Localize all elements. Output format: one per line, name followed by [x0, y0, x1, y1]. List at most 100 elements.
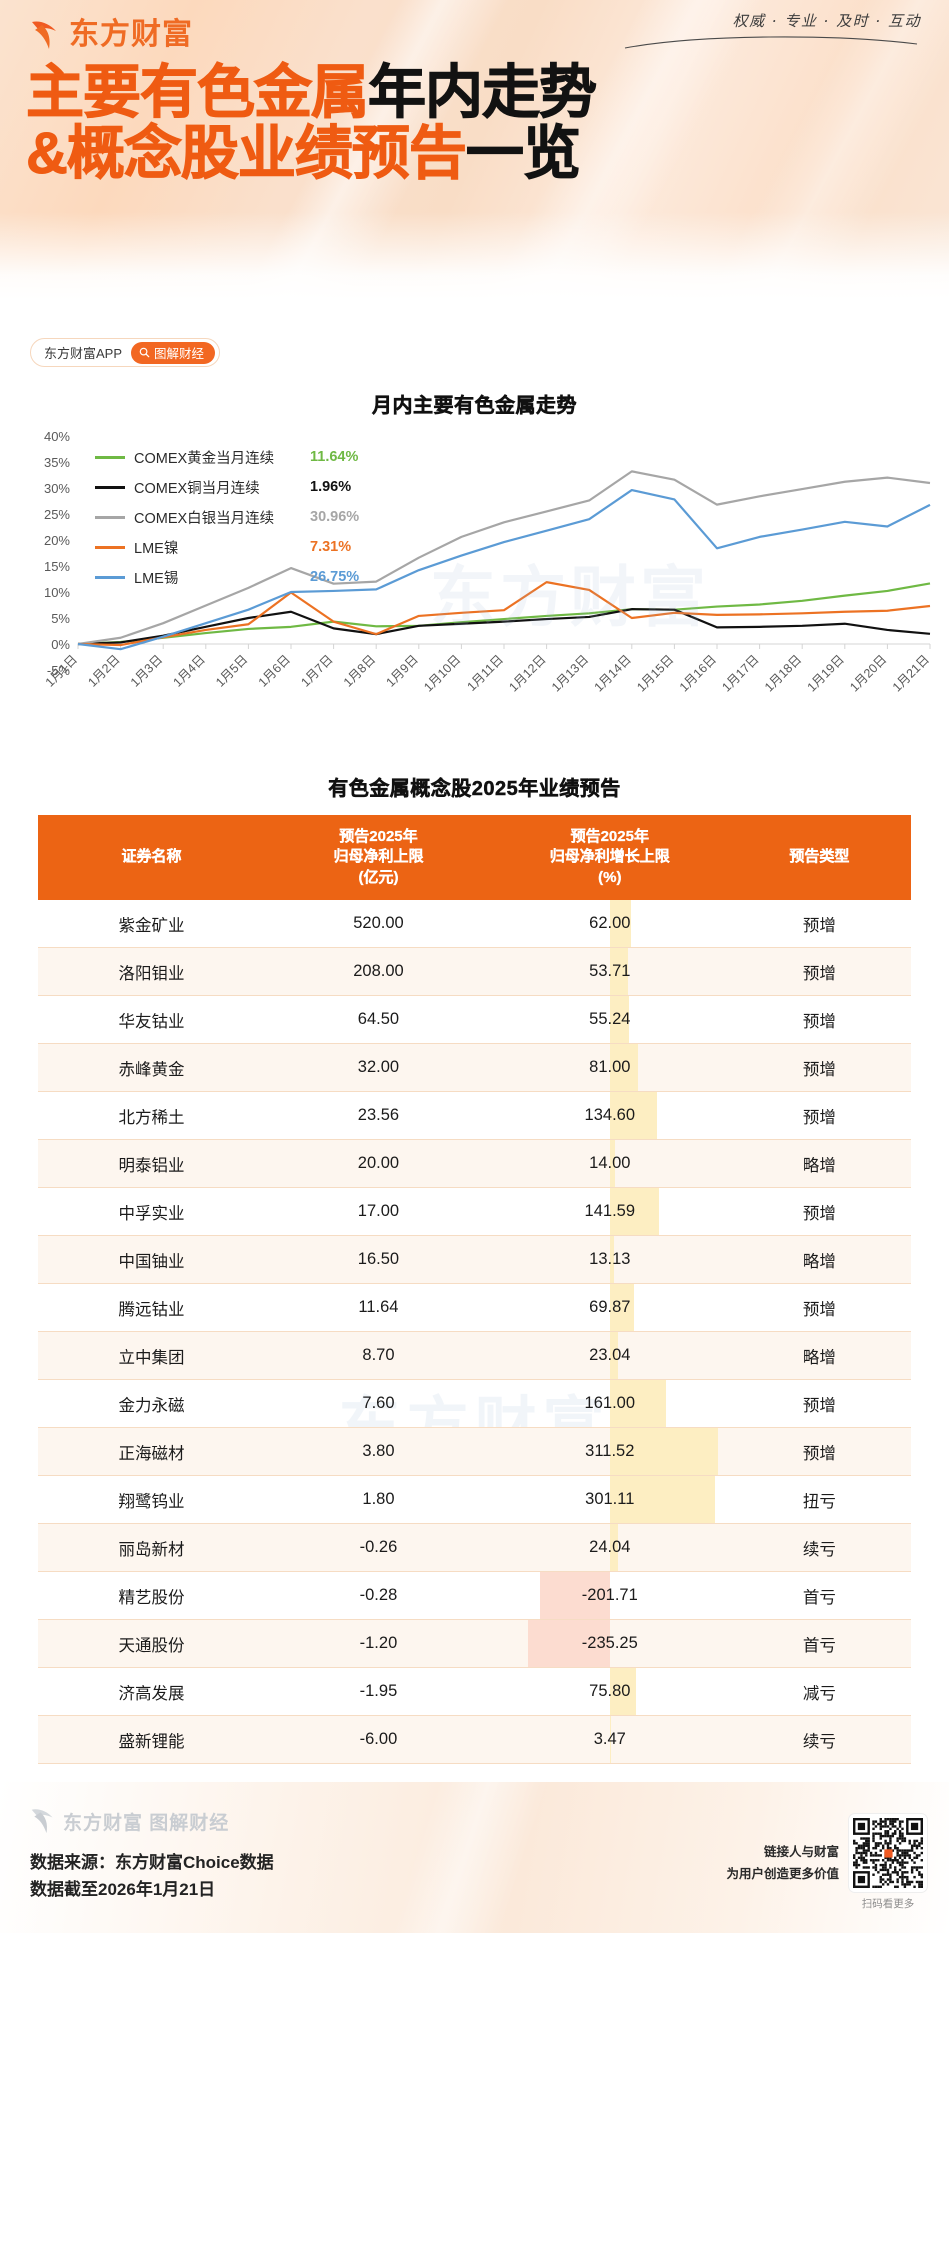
cell-forecast-type: 续亏 — [727, 1523, 911, 1573]
cell-profit-upper: 11.64 — [264, 1283, 492, 1333]
table-row[interactable]: 华友钴业 64.50 55.24 预增 — [38, 995, 911, 1045]
page-title: 主要有色金属年内走势 &概念股业绩预告一览 — [25, 60, 598, 187]
cell-forecast-type: 略增 — [727, 1235, 911, 1285]
app-badge[interactable]: 东方财富APP 图解财经 — [30, 338, 221, 367]
title-line-1-rest: 年内走势 — [368, 60, 598, 125]
cell-value-bar — [609, 1428, 719, 1476]
x-tick-label: 1月14日 — [592, 652, 634, 694]
cell-growth-upper: 134.60 — [491, 1091, 728, 1141]
y-tick-label: 20% — [44, 533, 70, 548]
title-line-2-rest: 一览 — [465, 121, 581, 187]
cell-security-name: 翔鹭钨业 — [38, 1475, 265, 1525]
cell-value-bar — [609, 1188, 660, 1236]
table-row[interactable]: 北方稀土 23.56 134.60 预增 — [38, 1091, 911, 1141]
footer-source-line-1: 数据来源：东方财富Choice数据 — [30, 1853, 274, 1873]
legend-item[interactable]: COMEX铜当月连续 1.96% — [95, 472, 359, 502]
footer-brand: 东方财富 图解财经 — [30, 1806, 229, 1836]
cell-profit-upper: -0.28 — [264, 1571, 492, 1621]
cell-forecast-type: 首亏 — [727, 1619, 911, 1669]
cell-profit-upper: -1.20 — [264, 1619, 492, 1669]
x-tick-label: 1月6日 — [256, 652, 293, 689]
table-row[interactable]: 正海磁材 3.80 311.52 预增 — [38, 1427, 911, 1477]
cell-forecast-type: 首亏 — [727, 1571, 911, 1621]
table-header-cell-0: 证券名称 — [38, 815, 265, 900]
cell-profit-upper: 17.00 — [264, 1187, 492, 1237]
x-tick-label: 1月19日 — [805, 652, 847, 694]
qr-caption: 扫码看更多 — [861, 1898, 915, 1911]
x-tick-label: 1月13日 — [549, 652, 591, 694]
y-tick-label: 0% — [51, 637, 70, 652]
x-tick-label: 1月3日 — [128, 652, 165, 689]
footer-qr-block: 链接人与财富 为用户创造更多价值 扫码看更多 — [726, 1814, 927, 1911]
table-row[interactable]: 翔鹭钨业 1.80 301.11 扭亏 — [38, 1475, 911, 1525]
header-text-line: 预告类型 — [789, 848, 850, 866]
header-text-line: 预告2025年 — [570, 828, 649, 845]
table-row[interactable]: 腾远钴业 11.64 69.87 预增 — [38, 1283, 911, 1333]
table-row[interactable]: 济高发展 -1.95 75.80 减亏 — [38, 1667, 911, 1717]
y-tick-label: 30% — [44, 481, 70, 496]
cell-value-bar — [609, 1284, 635, 1332]
legend-label: COMEX黄金当月连续 — [134, 450, 275, 467]
cell-security-name: 北方稀土 — [38, 1091, 265, 1141]
table-row[interactable]: 天通股份 -1.20 -235.25 首亏 — [38, 1619, 911, 1669]
cell-profit-upper: 23.56 — [264, 1091, 492, 1141]
cell-value-bar — [609, 1476, 715, 1524]
table-row[interactable]: 金力永磁 7.60 161.00 预增 — [38, 1379, 911, 1429]
legend-item[interactable]: LME锡 26.75% — [95, 562, 359, 592]
legend-item[interactable]: COMEX黄金当月连续 11.64% — [95, 442, 359, 472]
cell-profit-upper: 520.00 — [264, 899, 492, 949]
slogan-text: 权威 · 专业 · 及时 · 互动 — [732, 12, 921, 30]
qr-card[interactable] — [849, 1814, 927, 1893]
chart-title: 月内主要有色金属走势 — [372, 395, 577, 418]
cell-growth-upper: 14.00 — [491, 1139, 728, 1189]
series-line — [77, 582, 931, 646]
qr-column: 扫码看更多 — [849, 1814, 927, 1911]
legend-label: COMEX白银当月连续 — [134, 510, 275, 527]
cell-security-name: 中国铀业 — [38, 1235, 265, 1285]
legend-item[interactable]: LME镍 7.31% — [95, 532, 359, 562]
title-line-2: &概念股业绩预告一览 — [26, 121, 596, 187]
cell-value-bar — [609, 1092, 657, 1140]
cell-value-bar — [539, 1572, 610, 1620]
table-row[interactable]: 明泰铝业 20.00 14.00 略增 — [38, 1139, 911, 1189]
table-row[interactable]: 紫金矿业 520.00 62.00 预增 — [38, 899, 911, 949]
table-row[interactable]: 洛阳钼业 208.00 53.71 预增 — [38, 947, 911, 997]
table-row[interactable]: 丽岛新材 -0.26 24.04 续亏 — [38, 1523, 911, 1573]
page-header: 东方财富 权威 · 专业 · 及时 · 互动 主要有色金属年内走势 &概念股业绩… — [0, 0, 949, 300]
cell-security-name: 盛新锂能 — [38, 1715, 265, 1765]
cell-security-name: 腾远钴业 — [38, 1283, 265, 1333]
x-tick-label: 1月7日 — [298, 652, 335, 689]
cell-profit-upper: 7.60 — [264, 1379, 492, 1429]
cell-growth-upper: 3.47 — [491, 1715, 728, 1765]
chart-section: 月内主要有色金属走势 东方财富 -5% 0% 5% 10% 15% 20% 25% 30% 35… — [0, 367, 949, 758]
cell-profit-upper: 3.80 — [264, 1427, 492, 1477]
cell-growth-upper: 53.71 — [491, 947, 728, 997]
header-text-line: 归母净利上限 — [333, 848, 424, 866]
cell-growth-upper: -235.25 — [491, 1619, 728, 1669]
cell-forecast-type: 减亏 — [727, 1667, 911, 1717]
x-tick-label: 1月16日 — [677, 652, 719, 694]
header-slogan: 权威 · 专业 · 及时 · 互动 — [621, 10, 921, 51]
cell-forecast-type: 预增 — [727, 1043, 911, 1093]
table-row[interactable]: 中国铀业 16.50 13.13 略增 — [38, 1235, 911, 1285]
table-section: 有色金属概念股2025年业绩预告 东方财富 证券名称 预告2025年 归母净利上限(… — [0, 758, 949, 1765]
legend-label: LME锡 — [134, 570, 179, 587]
table-row[interactable]: 精艺股份 -0.28 -201.71 首亏 — [38, 1571, 911, 1621]
cell-security-name: 华友钴业 — [38, 995, 265, 1045]
page-footer: 东方财富 图解财经 数据来源：东方财富Choice数据 数据截至2026年1月2… — [0, 1782, 949, 1934]
series-line — [77, 488, 931, 651]
cell-forecast-type: 预增 — [727, 995, 911, 1045]
table-row[interactable]: 中孚实业 17.00 141.59 预增 — [38, 1187, 911, 1237]
legend-item[interactable]: COMEX白银当月连续 30.96% — [95, 502, 359, 532]
table-row[interactable]: 赤峰黄金 32.00 81.00 预增 — [38, 1043, 911, 1093]
cell-growth-upper: 75.80 — [491, 1667, 728, 1717]
cell-growth-upper: 301.11 — [491, 1475, 728, 1525]
app-badge-pill[interactable]: 图解财经 — [131, 341, 216, 364]
series-line — [77, 581, 931, 647]
cell-profit-upper: 8.70 — [264, 1331, 492, 1381]
cell-value-bar — [609, 948, 629, 996]
table-row[interactable]: 立中集团 8.70 23.04 略增 — [38, 1331, 911, 1381]
x-tick-label: 1月5日 — [213, 652, 250, 689]
table-row[interactable]: 盛新锂能 -6.00 3.47 续亏 — [38, 1715, 911, 1765]
cell-security-name: 济高发展 — [38, 1667, 265, 1717]
